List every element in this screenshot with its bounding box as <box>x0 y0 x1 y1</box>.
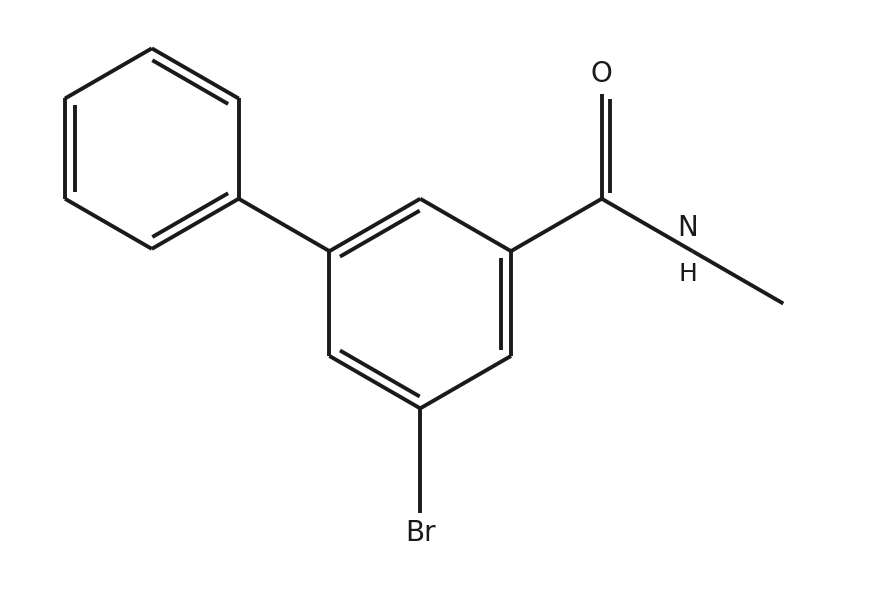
Text: O: O <box>591 60 612 89</box>
Text: N: N <box>678 214 698 242</box>
Text: H: H <box>679 262 697 286</box>
Text: Br: Br <box>405 518 436 547</box>
